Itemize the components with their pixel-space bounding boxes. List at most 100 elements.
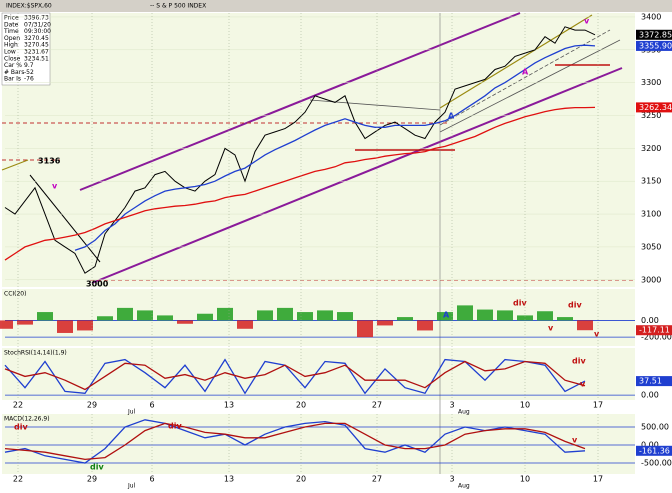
histogram-bar xyxy=(17,320,33,325)
y-tick-label: 3400 xyxy=(641,12,661,21)
series-line xyxy=(4,358,586,395)
info-value: 3270.45 xyxy=(24,42,49,49)
histogram-bar xyxy=(257,310,273,321)
x-tick-label: 29 xyxy=(87,475,97,484)
x-tick-label: 17 xyxy=(593,475,603,484)
value-box xyxy=(636,102,672,113)
annotation: div xyxy=(513,299,527,308)
histogram-bar xyxy=(217,307,233,321)
histogram-bar xyxy=(0,320,13,329)
x-tick-label: 6 xyxy=(149,401,154,410)
annotation: div xyxy=(90,463,104,472)
value-box-label: 3355.90 xyxy=(639,41,672,50)
value-box xyxy=(636,40,672,51)
info-key: Open xyxy=(4,35,20,42)
annotation: div xyxy=(568,301,582,310)
info-list: Price 3396.73 Date 07/31/20 Time 09:30:00 Open… xyxy=(3,15,51,83)
info-key: Car % xyxy=(4,62,22,69)
x-tick-label: 10 xyxy=(520,401,530,410)
symbol-name: -- S & P 500 INDEX xyxy=(150,3,206,10)
x-tick-label: 13 xyxy=(224,401,234,410)
x-tick-label: 17 xyxy=(593,401,603,410)
histogram-bar xyxy=(297,312,313,321)
y-tick-label: 3200 xyxy=(641,144,661,153)
histogram-bar xyxy=(97,316,113,321)
x-tick-label: 27 xyxy=(372,401,382,410)
info-value: 3396.73 xyxy=(24,15,49,22)
annotation: v xyxy=(594,330,600,339)
info-value: -76 xyxy=(24,76,34,83)
value-box-label: 3262.34 xyxy=(639,103,672,112)
histogram-bar xyxy=(77,320,93,331)
histogram-bar xyxy=(517,315,533,321)
annotation: v xyxy=(52,182,58,191)
y-tick-label: 3000 xyxy=(641,275,661,284)
panel-title: MACD(12,26,9) xyxy=(4,416,50,423)
annotation: A xyxy=(448,112,455,121)
histogram-bar xyxy=(237,320,253,329)
y-tick-label: 3300 xyxy=(641,78,661,87)
histogram-bar xyxy=(337,312,353,321)
info-value: 3234.51 xyxy=(24,55,49,62)
annotation: v xyxy=(580,380,586,389)
value-box xyxy=(636,376,672,387)
y-tick-label: 3100 xyxy=(641,210,661,219)
y-tick-label: 3150 xyxy=(641,177,661,186)
info-value: 09:30:00 xyxy=(24,28,51,35)
histogram-bar xyxy=(497,310,513,321)
histogram-bar xyxy=(577,320,593,331)
histogram-bar xyxy=(197,313,213,321)
annotation: div xyxy=(14,423,28,432)
symbol: INDEX:$SPX,60 xyxy=(6,3,52,10)
info-key: Low xyxy=(4,49,16,56)
series-line xyxy=(4,360,586,391)
series-line xyxy=(4,26,596,274)
month-label: Aug xyxy=(458,483,470,490)
histogram-bar xyxy=(477,309,493,321)
panel-title: CCI(20) xyxy=(4,291,26,298)
info-key: Time xyxy=(3,28,19,35)
annotation: A xyxy=(522,68,529,77)
x-tick-label: 22 xyxy=(13,475,23,484)
info-value: -52 xyxy=(24,69,34,76)
histogram-bar xyxy=(557,317,573,321)
annotation: div xyxy=(572,357,586,366)
annotation: v xyxy=(572,436,578,445)
x-tick-label: 27 xyxy=(372,475,382,484)
value-box-label: -117.11 xyxy=(639,326,670,335)
histogram-bar xyxy=(277,307,293,321)
y-tick-label: 0.00 xyxy=(641,391,659,400)
x-tick-label: 20 xyxy=(296,401,306,410)
histogram-bar xyxy=(437,312,453,321)
value-box xyxy=(636,445,672,456)
month-label: Aug xyxy=(458,409,470,416)
histogram-bar xyxy=(377,320,393,326)
series-line xyxy=(74,44,596,251)
y-tick-label: 500.00 xyxy=(641,422,669,431)
y-tick-label: 0.00 xyxy=(641,440,659,449)
annotation: 3000 xyxy=(86,280,109,289)
series-line xyxy=(4,422,586,461)
x-tick-label: 3 xyxy=(449,475,454,484)
annotation: v xyxy=(584,17,590,26)
x-tick-label: 29 xyxy=(87,401,97,410)
info-value: 07/31/20 xyxy=(24,21,51,28)
annotation: div xyxy=(168,422,182,431)
panel-title: StochRSI(14,14)(1,9) xyxy=(4,350,67,357)
annotation: 3136 xyxy=(38,157,61,166)
info-key: High xyxy=(4,42,18,49)
histogram-bar xyxy=(417,320,433,331)
info-value: 3231.67 xyxy=(24,49,49,56)
y-tick-label: 3250 xyxy=(641,111,661,120)
value-box xyxy=(636,29,672,40)
price-panel xyxy=(2,13,635,287)
month-label: Jul xyxy=(127,483,136,490)
histogram-bar xyxy=(177,320,193,324)
info-box xyxy=(1,12,51,86)
value-box xyxy=(636,325,672,336)
info-value: 3270.45 xyxy=(24,35,49,42)
x-tick-label: 6 xyxy=(149,475,154,484)
value-box-label: 3372.85 xyxy=(639,30,672,39)
histogram-bar xyxy=(137,310,153,321)
